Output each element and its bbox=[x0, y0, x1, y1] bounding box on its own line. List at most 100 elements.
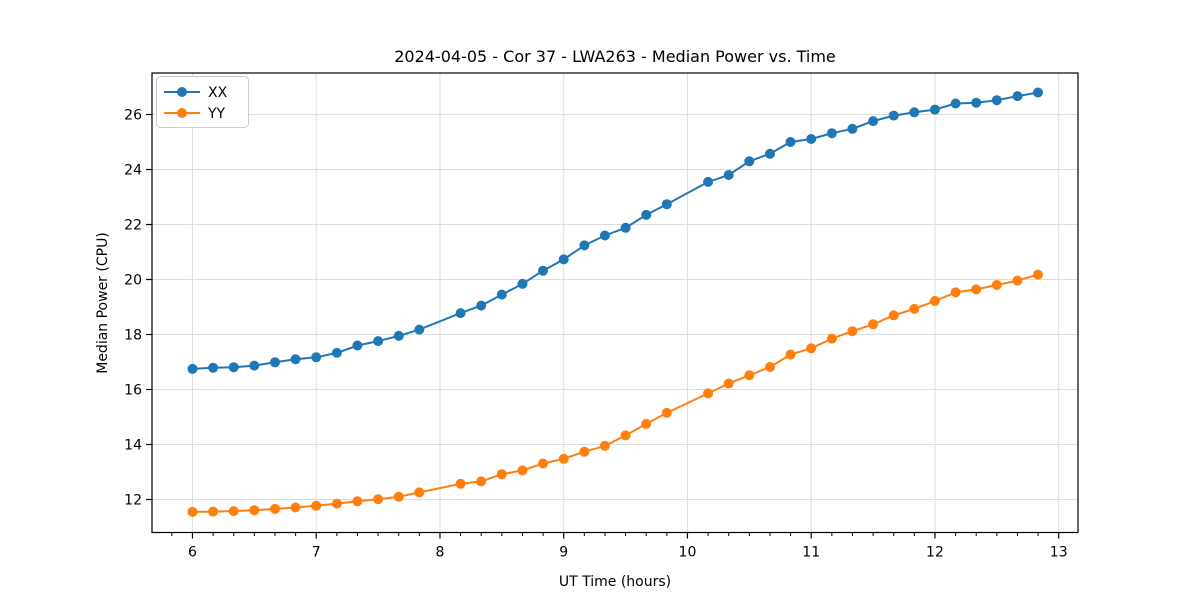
data-point-yy bbox=[373, 494, 384, 505]
data-point-yy bbox=[208, 506, 219, 517]
chart-title: 2024-04-05 - Cor 37 - LWA263 - Median Po… bbox=[394, 47, 836, 66]
data-point-yy bbox=[785, 349, 796, 360]
data-point-xx bbox=[806, 134, 817, 144]
data-point-yy bbox=[455, 478, 466, 489]
legend-box bbox=[156, 76, 249, 128]
x-tick-label: 11 bbox=[802, 545, 820, 561]
data-point-xx bbox=[393, 330, 404, 341]
data-point-xx bbox=[579, 240, 590, 251]
data-point-xx bbox=[352, 340, 363, 351]
data-point-yy bbox=[929, 296, 940, 306]
data-point-xx bbox=[599, 230, 610, 241]
data-point-xx bbox=[228, 362, 239, 373]
data-point-yy bbox=[620, 430, 631, 441]
data-point-yy bbox=[1033, 269, 1043, 280]
data-point-yy bbox=[311, 500, 322, 511]
data-point-yy bbox=[950, 287, 961, 298]
data-point-xx bbox=[826, 128, 837, 139]
legend-marker-xx bbox=[177, 87, 187, 97]
x-tick-label: 10 bbox=[679, 545, 697, 561]
data-point-yy bbox=[331, 498, 342, 509]
data-point-xx bbox=[476, 300, 487, 311]
data-point-yy bbox=[538, 458, 548, 469]
data-point-xx bbox=[208, 362, 219, 373]
data-point-xx bbox=[187, 363, 198, 374]
data-point-yy bbox=[744, 370, 755, 381]
y-tick-label: 16 bbox=[124, 383, 142, 399]
y-tick-label: 12 bbox=[124, 493, 142, 509]
data-point-xx bbox=[311, 352, 322, 363]
x-tick-label: 12 bbox=[926, 545, 944, 561]
data-point-xx bbox=[331, 347, 342, 358]
data-point-yy bbox=[599, 440, 610, 451]
y-tick-label: 18 bbox=[124, 328, 142, 344]
data-point-xx bbox=[785, 137, 796, 147]
data-point-xx bbox=[270, 357, 280, 368]
data-point-yy bbox=[765, 362, 775, 372]
series-layer bbox=[187, 87, 1043, 517]
data-point-xx bbox=[847, 123, 858, 134]
legend: XX YY bbox=[156, 76, 249, 128]
data-point-xx bbox=[414, 324, 425, 335]
x-tick-label: 9 bbox=[559, 545, 568, 561]
y-tick-label: 20 bbox=[124, 273, 142, 289]
data-point-yy bbox=[270, 503, 280, 514]
data-point-yy bbox=[909, 303, 920, 314]
x-tick-label: 13 bbox=[1050, 545, 1068, 561]
data-point-xx bbox=[558, 254, 569, 265]
data-point-yy bbox=[991, 280, 1002, 290]
data-point-xx bbox=[929, 104, 940, 115]
y-axis-label: Median Power (CPU) bbox=[95, 232, 111, 374]
data-point-xx bbox=[888, 110, 899, 121]
axes-layer bbox=[146, 72, 1079, 539]
data-point-yy bbox=[641, 418, 652, 429]
data-point-xx bbox=[1012, 91, 1023, 102]
y-tick-label: 22 bbox=[124, 218, 142, 234]
x-tick-label: 7 bbox=[312, 545, 321, 561]
data-point-xx bbox=[971, 97, 982, 108]
data-point-xx bbox=[496, 289, 507, 300]
legend-marker-yy bbox=[177, 108, 187, 118]
series-line-yy bbox=[192, 273, 1039, 513]
x-axis-label: UT Time (hours) bbox=[559, 574, 671, 590]
legend-label-xx: XX bbox=[208, 85, 228, 101]
data-point-xx bbox=[249, 360, 260, 371]
data-point-xx bbox=[290, 354, 301, 365]
data-point-yy bbox=[806, 343, 817, 354]
data-point-yy bbox=[1012, 275, 1023, 286]
data-point-yy bbox=[971, 284, 982, 295]
data-point-xx bbox=[620, 222, 631, 233]
data-point-yy bbox=[414, 487, 425, 498]
data-point-xx bbox=[538, 265, 548, 276]
data-point-xx bbox=[517, 278, 528, 289]
data-point-xx bbox=[950, 98, 961, 109]
grid-layer bbox=[152, 73, 1078, 533]
data-point-yy bbox=[826, 333, 837, 344]
data-point-xx bbox=[1033, 87, 1043, 98]
plot-border bbox=[151, 72, 1079, 534]
data-point-yy bbox=[249, 505, 260, 516]
data-point-yy bbox=[661, 407, 672, 418]
data-point-yy bbox=[579, 446, 590, 457]
data-point-yy bbox=[517, 465, 528, 476]
y-tick-label: 24 bbox=[124, 163, 142, 179]
tick-label-layer: 6 7 8 9 10 11 12 13 12 14 16 18 20 22 24 26 bbox=[124, 108, 1067, 561]
data-point-yy bbox=[558, 453, 569, 464]
x-tick-label: 6 bbox=[188, 545, 197, 561]
x-tick-label: 8 bbox=[435, 545, 444, 561]
data-point-yy bbox=[868, 319, 879, 330]
data-point-xx bbox=[744, 156, 755, 167]
data-point-yy bbox=[847, 326, 858, 337]
data-point-yy bbox=[703, 388, 714, 399]
data-point-yy bbox=[228, 506, 239, 517]
data-point-xx bbox=[703, 176, 714, 187]
data-point-yy bbox=[290, 502, 301, 513]
data-point-xx bbox=[455, 308, 466, 319]
data-point-xx bbox=[765, 148, 775, 159]
data-point-xx bbox=[909, 107, 920, 118]
data-point-xx bbox=[991, 95, 1002, 106]
data-point-xx bbox=[661, 199, 672, 210]
y-tick-label: 26 bbox=[124, 108, 142, 124]
series-line-xx bbox=[192, 91, 1039, 370]
